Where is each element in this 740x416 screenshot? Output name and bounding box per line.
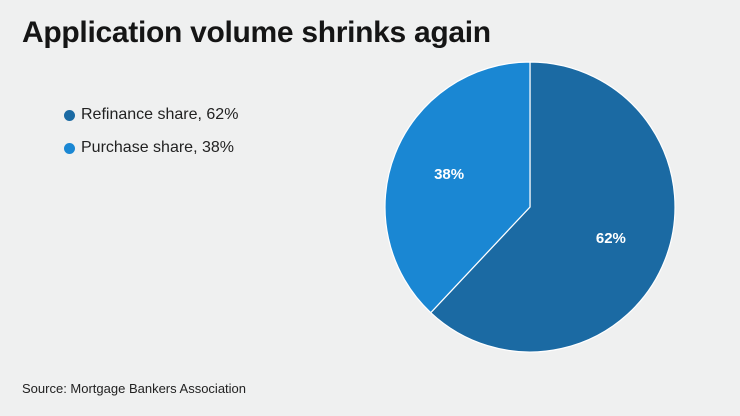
pie-label-refinance-share: 62%: [596, 230, 626, 247]
source-note: Source: Mortgage Bankers Association: [22, 381, 247, 396]
legend-swatch-purchase: [64, 142, 75, 154]
chart-title: Application volume shrinks again: [22, 16, 491, 49]
legend-label-refinance: Refinance share, 62%: [81, 106, 239, 123]
pie-slice-purchase-share: [384, 61, 531, 314]
legend-item-purchase: Purchase share, 38%: [64, 137, 238, 159]
legend-item-refinance: Refinance share, 62%: [64, 104, 238, 126]
legend-label-purchase: Purchase share, 38%: [81, 139, 234, 156]
legend: Refinance share, 62% Purchase share, 38%: [64, 104, 238, 170]
pie-label-purchase-share: 38%: [434, 166, 464, 183]
pie-slice-refinance-share: [429, 61, 676, 353]
legend-swatch-refinance: [64, 109, 75, 121]
